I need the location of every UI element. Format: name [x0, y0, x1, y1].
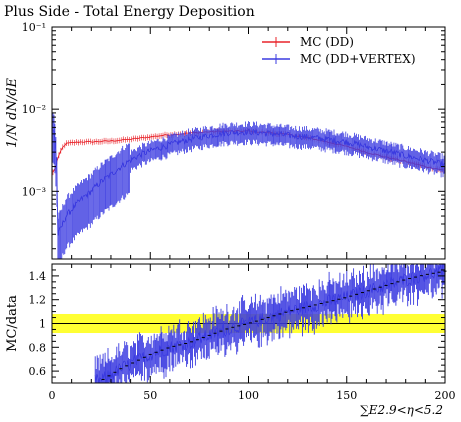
ratio-series [94, 263, 447, 384]
x-axis-label: ∑E2.9<η<5.2 [360, 403, 443, 417]
page-title: Plus Side - Total Energy Deposition [4, 4, 255, 20]
ratio-line [94, 263, 446, 384]
x-tick-label: 100 [238, 389, 259, 402]
x-tick-label: 0 [49, 389, 56, 402]
y-tick-label: 10⁻² [22, 103, 46, 116]
y-tick-label: 10⁻¹ [22, 21, 46, 34]
ratio-panel: 0.6 0.8 1 1.2 1.4 0 50 100 150 200 MC/data ∑E2.9<η<… [5, 263, 456, 417]
y-tick-label: 10⁻³ [22, 185, 46, 198]
x-tick-label: 50 [143, 389, 157, 402]
y-tick-label: 0.6 [29, 365, 47, 378]
legend: MC (DD) MC (DD+VERTEX) [262, 35, 416, 66]
y-tick-label: 0.8 [29, 341, 47, 354]
x-tick-label: 200 [435, 389, 456, 402]
y-axis-label: 1/N dN/dE [5, 77, 20, 148]
y-tick-label: 1 [39, 318, 46, 331]
series-line [52, 128, 446, 236]
y-tick-label: 1.2 [29, 294, 47, 307]
y-tick-label: 1.4 [29, 270, 47, 283]
x-tick-label: 150 [336, 389, 357, 402]
main-panel: 10⁻³ 10⁻² 10⁻¹ 1/N dN/dE MC (DD) MC (DD+VERTE… [5, 21, 446, 260]
ratio-y-axis-label: MC/data [5, 295, 20, 352]
legend-label: MC (DD+VERTEX) [300, 52, 416, 66]
series-mc-dd-vertex [52, 113, 446, 259]
legend-label: MC (DD) [300, 35, 354, 49]
